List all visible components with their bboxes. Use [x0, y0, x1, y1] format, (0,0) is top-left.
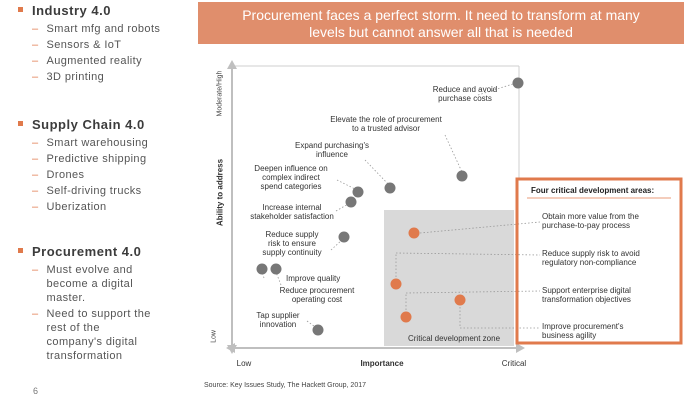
list-item-text: Uberization [46, 201, 107, 213]
connector-line [335, 202, 351, 212]
list-item-text: Smart mfg and robots [46, 23, 161, 35]
list-item: – Sensors & IoT [32, 39, 122, 51]
panel-title: Four critical development areas: [531, 186, 655, 195]
list-item: – Smart mfg and robots [32, 23, 161, 35]
panel-item: Support enterprise digital transformation… [542, 286, 631, 304]
connector-line [336, 179, 358, 191]
connector-line [444, 134, 463, 173]
point-label: Expand purchasing's influence [294, 141, 370, 159]
connector-line [364, 159, 391, 187]
zone-label: Critical development zone [407, 334, 501, 343]
x-left-label: Low [236, 359, 252, 368]
banner-line: Procurement faces a perfect storm. It ne… [242, 7, 640, 23]
point-supply-continuity [338, 231, 350, 243]
y-axis-title-holder: Ability to address [200, 136, 240, 256]
connector-line [330, 238, 344, 251]
x-right-label: Critical [501, 359, 527, 368]
y-axis-title: Ability to address [215, 158, 225, 227]
point-label: Deepen influence on complex indirect spend… [254, 164, 328, 191]
orange-points [390, 227, 466, 323]
critical-areas-panel [515, 177, 683, 345]
point-regulatory-risk [390, 278, 402, 290]
point-label: Increase internal stakeholder satisfactio… [250, 203, 334, 221]
point-supplier-innovation [312, 324, 324, 336]
point-label: Improve quality [286, 274, 341, 283]
point-purchase-to-pay [408, 227, 420, 239]
section-title-text: Supply Chain 4.0 [32, 117, 145, 132]
list-item: – Predictive shipping [32, 153, 147, 165]
connector-line [419, 221, 541, 234]
list-item: – Drones [32, 169, 85, 181]
section-title-supply-chain: Supply Chain 4.0 [18, 117, 145, 132]
x-axis-title: Importance [360, 359, 404, 368]
list-item: – Uberization [32, 201, 107, 213]
list-item-text: Sensors & IoT [46, 39, 122, 51]
list-item-text: Self-driving trucks [46, 185, 142, 197]
panel-item: Improve procurement's business agility [542, 322, 624, 340]
list-item-text: become a digital [46, 278, 134, 290]
list-item: – Self-driving trucks [32, 185, 142, 197]
list-item-text: Predictive shipping [46, 153, 147, 165]
bullet-square-icon [18, 121, 23, 127]
point-indirect-spend [352, 186, 364, 198]
list-item-text: master. [46, 292, 86, 304]
point-label: Elevate the role of procurement to a trus… [330, 115, 442, 133]
section-title-text: Industry 4.0 [32, 3, 111, 18]
list-item-text: transformation [46, 350, 123, 362]
list-item: –3D printing [32, 71, 105, 83]
section-title-industry: Industry 4.0 [18, 3, 111, 18]
point-reduce-costs [512, 77, 524, 89]
list-item: – Augmented reality [32, 55, 142, 67]
y-top-label-holder: Moderate/High [182, 71, 262, 117]
critical-zone-rect [384, 210, 514, 346]
point-trusted-advisor [456, 170, 468, 182]
list-item-text: Augmented reality [46, 55, 142, 67]
point-business-agility [454, 294, 466, 306]
page-number: 6 [33, 386, 39, 396]
y-bottom-label: Low [210, 330, 218, 343]
list-item-text: 3D printing [46, 71, 105, 83]
point-label: Reduce and avoid purchase costs [432, 85, 498, 103]
gray-points [256, 77, 524, 336]
bullet-square-icon [18, 7, 23, 13]
list-item-text: rest of the [46, 322, 100, 334]
list-item-text: Drones [46, 169, 85, 181]
point-label: Tap supplier innovation [256, 311, 300, 329]
list-item-text: Need to support the [46, 308, 151, 320]
section-title-text: Procurement 4.0 [32, 244, 142, 259]
y-arrow-up-icon [227, 60, 237, 69]
panel-item: Obtain more value from the purchase-to-pa… [542, 212, 639, 230]
list-item: – Need to support the rest of the company's… [32, 308, 151, 362]
bullet-square-icon [18, 248, 23, 254]
list-item: – Smart warehousing [32, 137, 149, 149]
point-label: Reduce supply risk to ensure supply contin… [262, 230, 322, 257]
y-top-label: Moderate/High [216, 70, 224, 117]
point-expand-influence [384, 182, 396, 194]
panel-item: Reduce supply risk to avoid regulatory no… [542, 249, 640, 267]
connector-line [261, 271, 265, 279]
connector-line [405, 290, 541, 294]
point-improve-quality [256, 263, 268, 275]
title-banner: Procurement faces a perfect storm. It ne… [198, 2, 684, 44]
list-item-text: Must evolve and [46, 264, 133, 276]
list-item: – Must evolve and become a digital master. [32, 264, 134, 304]
source-note: Source: Key Issues Study, The Hackett Gr… [204, 382, 366, 389]
point-digital-transformation [400, 311, 412, 323]
point-label: Reduce procurement operating cost [279, 286, 355, 304]
list-item-text: Smart warehousing [46, 137, 149, 149]
point-stakeholder-satisfaction [345, 196, 357, 208]
point-operating-cost [270, 263, 282, 275]
list-item-text: company's digital [46, 336, 138, 348]
banner-line: levels but cannot answer all that is nee… [309, 24, 573, 40]
section-title-procurement: Procurement 4.0 [18, 244, 141, 259]
x-arrow-right-icon [516, 343, 525, 353]
x-arrow-left-icon [226, 343, 235, 353]
